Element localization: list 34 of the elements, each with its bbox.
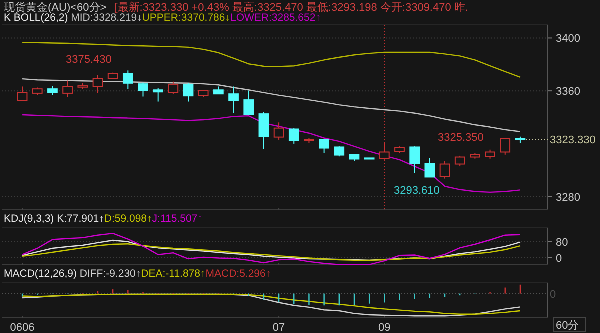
annotation: 3375.430 bbox=[66, 54, 112, 66]
line-series bbox=[22, 240, 522, 262]
y-tick-label: 3360 bbox=[556, 86, 580, 98]
text: UPPER:3370.786↓ bbox=[142, 12, 230, 24]
series-label: D:59.098↑ bbox=[104, 213, 152, 225]
x-tick-label: 07 bbox=[272, 322, 286, 333]
series-label: DIFF:-9.230↑ bbox=[80, 268, 142, 280]
annotation: 3325.350 bbox=[438, 132, 484, 144]
legend-title: K BOLL(26,2) bbox=[4, 12, 72, 24]
text: J:115.507↑ bbox=[152, 213, 203, 225]
candlestick bbox=[92, 74, 104, 94]
x-tick-label: 0606 bbox=[10, 322, 35, 333]
series-label: MACD:5.296↑ bbox=[206, 268, 272, 280]
series-label: DEA:-11.878↑ bbox=[141, 268, 206, 280]
ref-line-label: 3323.330 bbox=[550, 134, 596, 147]
legend-title: MACD(12,26,9) bbox=[4, 268, 80, 280]
text: LOWER:3285.652↑ bbox=[230, 12, 321, 24]
y-tick-label: 80 bbox=[556, 236, 568, 249]
y-tick-label: 3280 bbox=[556, 192, 580, 204]
series-label: K:77.901↑ bbox=[57, 213, 104, 225]
chart-subtitle: [最新:3323.330 +0.43% 最高:3325.470 最低:3293.198 今开:3309.470 昨. bbox=[114, 1, 468, 14]
line-series bbox=[22, 42, 522, 78]
text: 60分 bbox=[556, 320, 580, 332]
legend-title: KDJ(9,3,3) bbox=[4, 213, 58, 225]
text: MID:3328.219↓ bbox=[71, 12, 142, 24]
y-tick-label: 0 bbox=[556, 252, 562, 265]
annotation: 3293.610 bbox=[394, 185, 440, 197]
line-series bbox=[22, 244, 522, 262]
y-tick-label: 3400 bbox=[556, 33, 580, 46]
line-series bbox=[22, 232, 522, 266]
candlestick bbox=[122, 70, 134, 90]
x-tick-label: 09 bbox=[378, 322, 391, 333]
chart-title: 现货黄金(AU)<60分> bbox=[4, 2, 107, 14]
candlestick bbox=[228, 86, 239, 114]
